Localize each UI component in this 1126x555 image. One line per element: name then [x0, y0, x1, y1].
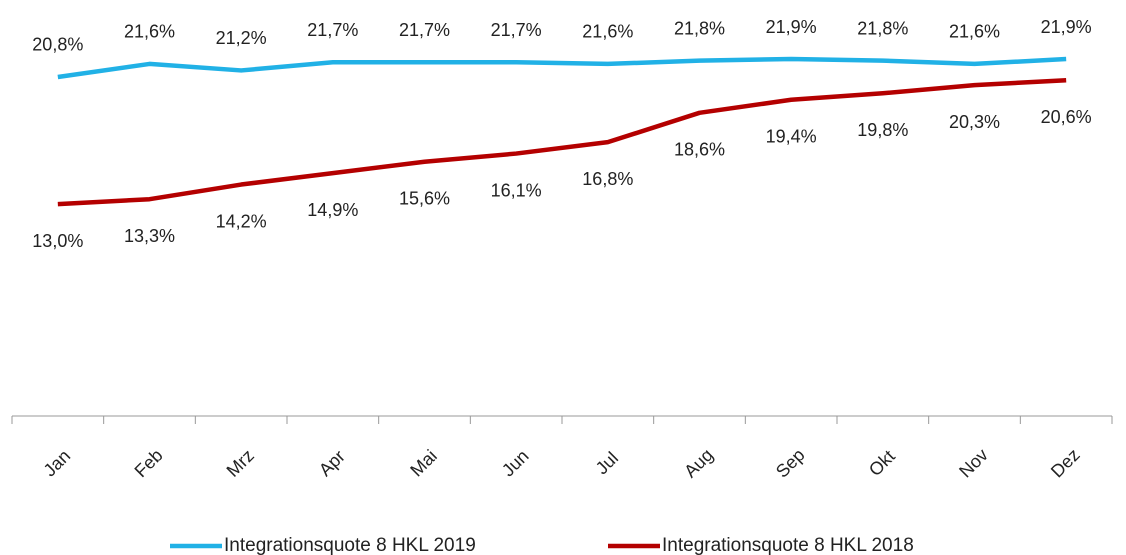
- x-tick-label: Sep: [772, 445, 809, 482]
- x-tick-label: Aug: [680, 445, 717, 482]
- legend: Integrationsquote 8 HKL 2019 Integrations…: [170, 535, 914, 555]
- data-label: 20,6%: [1041, 107, 1092, 127]
- data-label: 14,9%: [307, 200, 358, 220]
- x-tick-label: Dez: [1047, 445, 1084, 482]
- data-label: 21,8%: [857, 18, 908, 38]
- data-label: 21,7%: [399, 20, 450, 40]
- data-label: 20,8%: [32, 35, 83, 55]
- data-label: 21,6%: [124, 22, 175, 42]
- data-label: 21,9%: [1041, 17, 1092, 37]
- data-label: 20,3%: [949, 112, 1000, 132]
- data-label: 19,8%: [857, 120, 908, 140]
- data-label: 21,9%: [766, 17, 817, 37]
- x-tick-label: Mai: [406, 446, 441, 481]
- data-label: 21,7%: [491, 20, 542, 40]
- x-tick-label: Apr: [315, 446, 349, 480]
- data-label: 14,2%: [216, 211, 267, 231]
- x-tick-label: Feb: [131, 445, 167, 481]
- data-label: 21,7%: [307, 20, 358, 40]
- x-tick-label: Jul: [592, 448, 622, 478]
- x-tick-label: Nov: [955, 445, 992, 482]
- data-label: 19,4%: [766, 127, 817, 147]
- data-label: 21,2%: [216, 28, 267, 48]
- data-label: 13,0%: [32, 231, 83, 251]
- data-label: 18,6%: [674, 140, 725, 160]
- x-tick-label: Okt: [865, 446, 899, 480]
- x-tick-label: Jun: [498, 446, 533, 481]
- x-tick-label: Mrz: [223, 445, 258, 480]
- data-label: 13,3%: [124, 226, 175, 246]
- data-label: 16,1%: [491, 180, 542, 200]
- legend-label: Integrationsquote 8 HKL 2019: [224, 535, 476, 555]
- x-tick-label: Jan: [40, 446, 75, 481]
- data-label: 21,6%: [949, 22, 1000, 42]
- series-line: [57, 56, 1067, 80]
- series-line: [57, 77, 1067, 207]
- data-label: 21,6%: [582, 22, 633, 42]
- data-label: 16,8%: [582, 169, 633, 189]
- legend-label: Integrationsquote 8 HKL 2018: [662, 535, 914, 555]
- data-label: 15,6%: [399, 188, 450, 208]
- data-label: 21,8%: [674, 18, 725, 38]
